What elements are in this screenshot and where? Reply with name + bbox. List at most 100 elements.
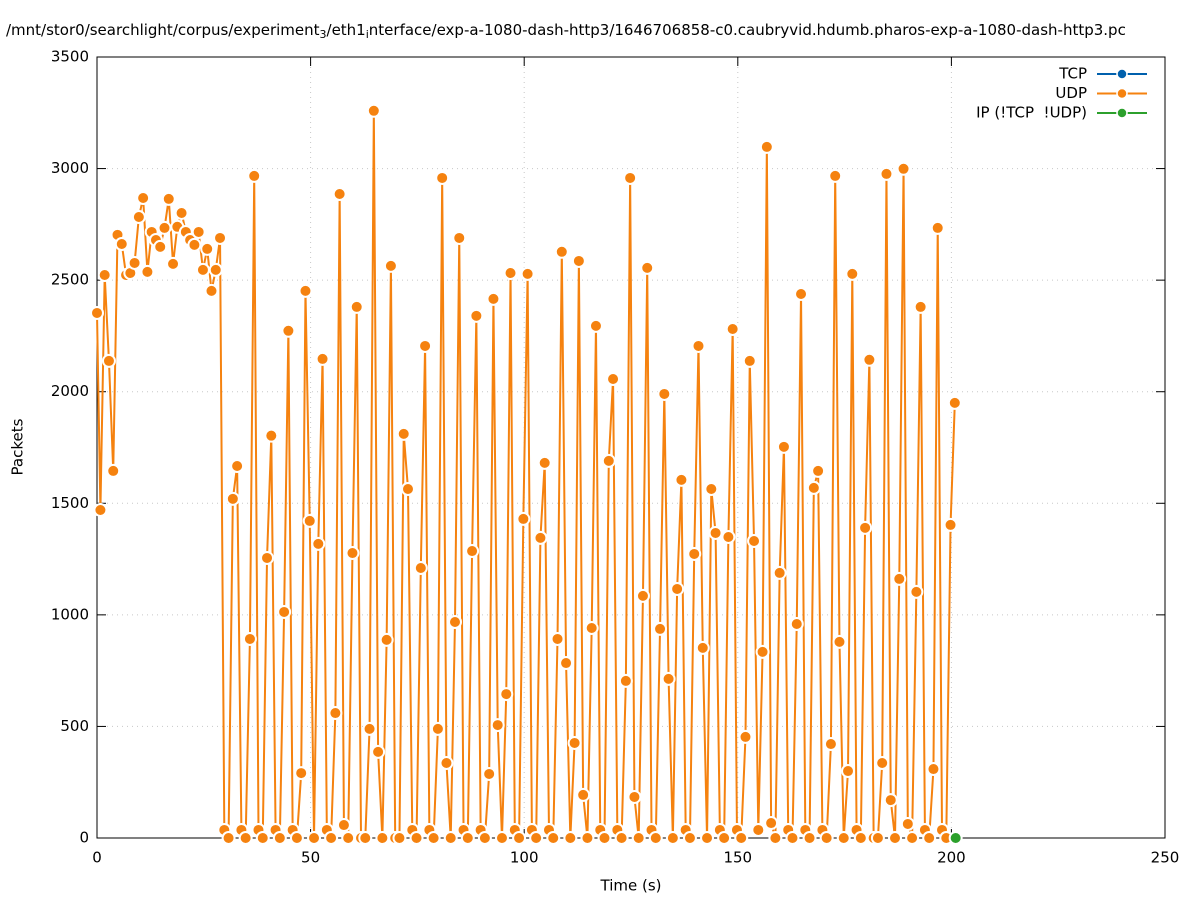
- title-subscript: i: [366, 28, 369, 41]
- data-point: [853, 831, 868, 845]
- data-point: [674, 472, 689, 487]
- title-part: /eth1: [327, 21, 366, 39]
- data-point: [195, 262, 210, 277]
- data-point: [905, 831, 920, 845]
- x-tick-label: 0: [92, 849, 102, 867]
- x-tick-label: 50: [301, 849, 320, 867]
- data-point: [900, 816, 915, 831]
- data-point: [883, 793, 898, 808]
- data-point: [858, 520, 873, 535]
- data-point: [230, 459, 245, 474]
- data-point: [764, 816, 779, 831]
- data-point: [136, 191, 151, 206]
- legend-label: IP (!TCP !UDP): [976, 104, 1087, 122]
- data-point: [465, 544, 480, 559]
- data-point: [559, 656, 574, 671]
- data-point: [499, 687, 514, 702]
- data-point: [512, 831, 527, 845]
- data-point: [494, 831, 509, 845]
- data-point: [345, 546, 360, 561]
- data-point: [687, 546, 702, 561]
- data-point: [768, 831, 783, 845]
- data-point: [823, 737, 838, 752]
- data-point: [401, 482, 416, 497]
- data-point: [789, 617, 804, 632]
- data-point: [806, 480, 821, 495]
- data-point: [302, 513, 317, 528]
- data-point: [909, 584, 924, 599]
- data-point: [187, 237, 202, 252]
- data-point: [772, 565, 787, 580]
- data-point: [383, 258, 398, 273]
- data-point: [486, 291, 501, 306]
- data-point: [413, 560, 428, 575]
- data-point: [140, 264, 155, 279]
- data-point: [362, 721, 377, 736]
- data-point: [571, 253, 586, 268]
- data-point: [563, 831, 578, 845]
- data-point: [200, 241, 215, 256]
- data-point: [721, 529, 736, 544]
- y-tick-label: 0: [79, 829, 89, 847]
- data-point: [776, 439, 791, 454]
- data-point: [435, 170, 450, 185]
- data-point: [272, 831, 287, 845]
- data-point: [576, 787, 591, 802]
- data-point: [452, 230, 467, 245]
- data-point: [221, 831, 236, 845]
- data-point: [396, 426, 411, 441]
- data-point: [298, 283, 313, 298]
- data-point: [264, 428, 279, 443]
- data-point: [516, 511, 531, 526]
- data-point: [469, 308, 484, 323]
- data-point: [802, 831, 817, 845]
- data-point: [648, 831, 663, 845]
- data-point: [307, 831, 322, 845]
- y-tick-label: 500: [60, 717, 89, 735]
- data-point: [131, 209, 146, 224]
- data-point: [247, 168, 262, 183]
- data-point: [747, 533, 762, 548]
- data-point: [794, 286, 809, 301]
- data-point: [588, 318, 603, 333]
- data-point: [294, 766, 309, 781]
- data-point: [315, 351, 330, 366]
- data-point: [682, 831, 697, 845]
- data-point: [926, 762, 941, 777]
- data-point: [255, 831, 270, 845]
- title-part: nterface/exp-a-1080-dash-http3/164670685…: [369, 21, 1126, 39]
- data-point: [708, 525, 723, 540]
- data-point: [601, 453, 616, 468]
- legend-marker: [1116, 107, 1128, 119]
- data-point: [375, 831, 390, 845]
- y-tick-label: 1000: [51, 605, 89, 623]
- data-point: [409, 831, 424, 845]
- y-tick-label: 3500: [51, 48, 89, 66]
- data-point: [828, 168, 843, 183]
- data-point: [225, 491, 240, 506]
- data-point: [670, 581, 685, 596]
- data-point: [930, 220, 945, 235]
- data-point: [208, 262, 223, 277]
- data-point: [845, 266, 860, 281]
- data-point: [896, 161, 911, 176]
- data-point: [443, 831, 458, 845]
- legend-label: TCP: [1058, 65, 1087, 83]
- data-point: [879, 166, 894, 181]
- data-point: [836, 831, 851, 845]
- data-point: [614, 831, 629, 845]
- data-point: [392, 831, 407, 845]
- data-point: [127, 255, 142, 270]
- data-point: [332, 187, 347, 202]
- data-point: [477, 831, 492, 845]
- data-point: [567, 735, 582, 750]
- data-point: [426, 831, 441, 845]
- data-point: [742, 353, 757, 368]
- data-point: [635, 588, 650, 603]
- data-point: [755, 644, 770, 659]
- data-point: [101, 353, 116, 368]
- data-point: [665, 831, 680, 845]
- data-point: [627, 789, 642, 804]
- legend-marker: [1116, 87, 1128, 100]
- y-tick-label: 3000: [51, 159, 89, 177]
